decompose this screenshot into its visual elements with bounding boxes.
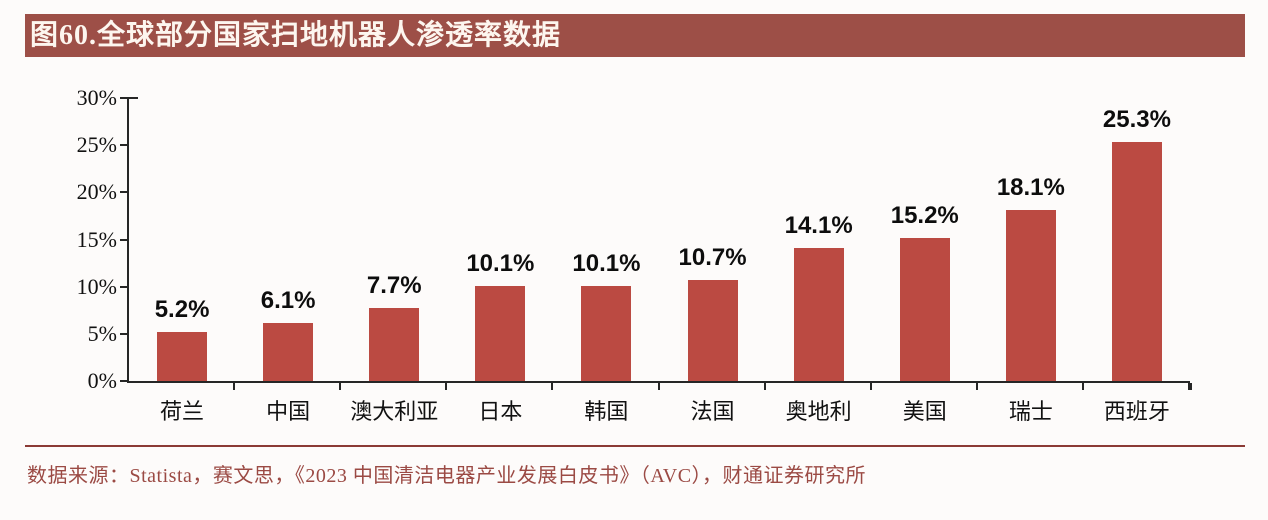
penetration-bar-chart: 0% 5% 10% 15% 20% 25% 30% 5.2% 荷兰 6.1% 中国 7.7% 澳大利亚 1…	[77, 86, 1192, 424]
x-axis-tick	[339, 383, 342, 390]
bar	[263, 323, 314, 381]
y-axis-tick	[120, 144, 129, 147]
y-axis-tick	[120, 97, 129, 99]
figure-title: 图60.全球部分国家扫地机器人渗透率数据	[30, 20, 562, 51]
x-axis-category-label: 美国	[902, 399, 947, 424]
y-axis-tick-label: 15%	[76, 226, 117, 252]
y-axis-tick-label: 20%	[76, 179, 117, 205]
bar-value-label: 25.3%	[1102, 106, 1171, 134]
bar	[369, 308, 420, 381]
bar-value-label: 15.2%	[890, 201, 959, 229]
bar	[687, 280, 738, 381]
bar-value-label: 5.2%	[154, 295, 210, 323]
x-axis-category-label: 瑞士	[1008, 399, 1053, 424]
data-source-text: 数据来源：Statista，赛文思，《2023 中国清洁电器产业发展白皮书》（A…	[27, 465, 867, 487]
x-axis-category-label: 西班牙	[1103, 399, 1170, 424]
y-axis-tick	[120, 191, 129, 194]
x-axis-category-label: 中国	[266, 399, 311, 424]
bar	[581, 285, 632, 381]
y-axis-tick-label: 25%	[76, 132, 117, 158]
bar-value-label: 18.1%	[996, 174, 1065, 202]
y-axis-tick-label: 30%	[76, 85, 117, 110]
bar	[1111, 142, 1162, 381]
x-axis-tick	[657, 383, 660, 390]
y-axis-tick	[120, 332, 129, 335]
bar	[793, 248, 844, 381]
x-axis-tick	[763, 383, 766, 390]
x-axis-category-label: 荷兰	[160, 399, 205, 424]
bar	[475, 285, 526, 381]
y-axis-tick-label: 10%	[76, 273, 117, 299]
y-axis-tick	[120, 238, 129, 241]
x-axis-tick	[1081, 383, 1084, 390]
footer-divider	[25, 445, 1245, 447]
x-axis-end-tick	[1190, 383, 1192, 390]
bar	[899, 237, 950, 381]
x-axis-category-label: 法国	[690, 399, 735, 424]
y-axis-tick-label: 0%	[87, 368, 117, 393]
bar-value-label: 7.7%	[366, 272, 422, 300]
x-axis-tick	[445, 383, 448, 390]
y-axis-tick-label: 5%	[87, 320, 117, 346]
x-axis-tick	[1188, 383, 1190, 390]
x-axis-tick	[869, 383, 872, 390]
x-axis-category-label: 澳大利亚	[350, 399, 439, 424]
bar	[157, 331, 208, 381]
x-axis-category-label: 奥地利	[785, 399, 852, 424]
bar-value-label: 10.7%	[678, 244, 747, 272]
y-axis-tick	[120, 380, 129, 382]
x-axis-tick	[551, 383, 554, 390]
y-axis-tick	[120, 285, 129, 288]
x-axis-tick	[233, 383, 236, 390]
bar-value-label: 14.1%	[784, 212, 853, 239]
bar	[1005, 210, 1056, 381]
bar-value-label: 6.1%	[260, 287, 316, 315]
x-axis-category-label: 日本	[478, 399, 523, 424]
x-axis-category-label: 韩国	[584, 399, 629, 424]
figure-title-bar: 图60.全球部分国家扫地机器人渗透率数据	[25, 14, 1245, 57]
bar-value-label: 10.1%	[572, 249, 641, 277]
bar-value-label: 10.1%	[466, 249, 535, 277]
x-axis-tick	[975, 383, 978, 390]
y-axis-top-cap	[129, 97, 138, 99]
